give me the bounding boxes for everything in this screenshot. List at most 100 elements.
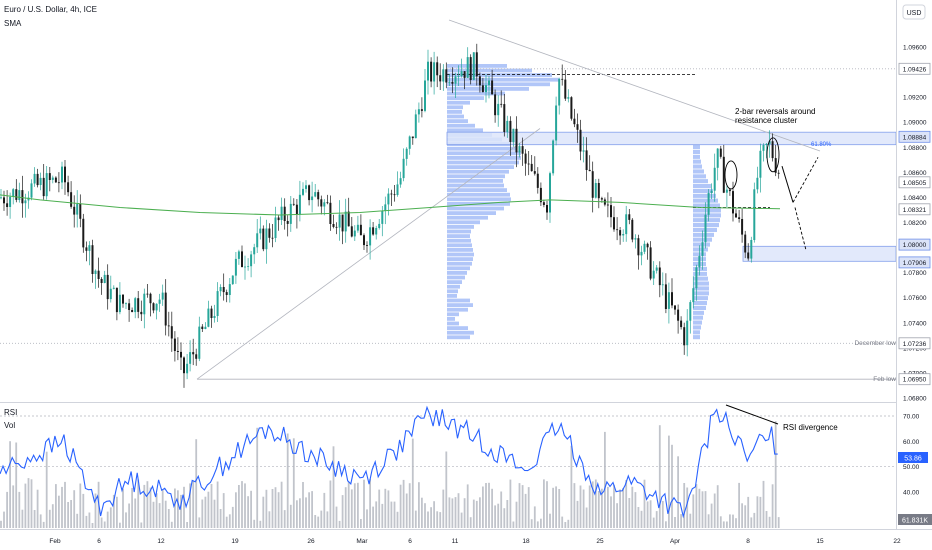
volume-profile-bar [447,317,455,321]
time-tick-label: 18 [522,538,530,545]
volume-value-badge [898,514,932,525]
volume-bar [479,497,481,528]
volume-bar [750,517,753,528]
volume-bar [326,511,329,528]
price-label: 1.08321 [903,207,927,214]
volume-profile-bar [447,307,468,312]
candle-body [466,57,469,78]
volume-bar [244,483,246,528]
volume-profile-bar [693,179,708,184]
candle-body [628,214,631,220]
annotation-line-1: 2-bar reversals around [735,107,815,116]
volume-bar [463,498,466,528]
volume-profile-bar [447,73,552,77]
candle-body [564,79,567,99]
candle-body [494,94,497,116]
candle-body [222,287,225,293]
volume-profile-bar [447,114,464,119]
volume-bar [622,488,625,528]
candle-body [158,299,161,304]
volume-bar [259,520,262,528]
candle-body [6,203,9,207]
volume-bar [414,510,417,528]
projection-arrow [781,165,794,203]
candle-body [634,238,637,240]
volume-profile-bar [447,335,470,340]
time-axis[interactable]: Feb 6 12 19 26 Mar 6 11 18 25 Apr 8 15 22 [49,538,901,545]
candle-body [33,173,36,184]
volume-profile [447,64,721,340]
volume-bar [253,519,256,528]
volume-bar [183,486,185,528]
volume-profile-bar [447,188,507,192]
candle-body [741,219,744,235]
candle-body [320,199,323,207]
volume-profile-bar [693,291,709,296]
volume-bar [601,488,603,528]
volume-bar [582,489,585,528]
volume-bar [747,496,750,528]
volume-bar [6,491,8,528]
price-tick-label: 1.08200 [903,220,927,227]
candle-body [573,118,576,125]
annotation-line-2: resistance cluster [735,116,798,125]
volume-profile-bar [693,169,704,174]
volume-bar [549,513,551,528]
volume-bar [299,498,301,528]
candle-body [387,193,390,205]
volume-profile-bar [693,330,700,335]
rsi-tick-label: 70.00 [903,414,920,421]
volume-bar [235,492,237,528]
volume-bar [628,498,631,528]
candle-body [533,171,536,174]
candle-body [103,274,106,283]
candle-body [85,247,88,251]
candle-body [176,351,179,352]
candle-body [216,291,219,316]
volume-bar [555,486,557,528]
candle-body [408,136,411,149]
price-label: 1.08884 [903,134,927,141]
rsi-axis[interactable]: 40.00 50.00 60.00 70.00 [903,414,920,497]
volume-value: 61.831K [902,518,928,525]
candles [0,43,780,388]
currency-badge[interactable] [902,4,926,20]
volume-bar [771,484,774,528]
volume-bar [369,479,371,528]
volume-bar [15,442,18,528]
price-label-box [898,256,931,269]
candle-body [463,71,466,78]
volume-bar [686,487,689,528]
volume-bar [768,516,771,528]
volume-bar [619,489,621,528]
candle-body [637,238,640,256]
candle-body [271,237,274,239]
volume-bar [335,506,338,528]
volume-bar [677,456,679,528]
candle-body [512,128,515,143]
volume-bar [411,438,414,528]
volume-bar [201,499,204,528]
candle-body [198,326,201,359]
candle-body [51,177,54,180]
volume-bar [137,479,140,528]
time-tick-label: Mar [356,538,368,545]
volume-bar [91,523,94,528]
volume-bar [533,506,536,528]
time-tick-label: Apr [670,538,681,545]
candle-body [79,204,82,219]
volume-bar [777,517,780,528]
volume-profile-bar [693,310,704,315]
reversal-ellipse-2 [766,137,780,173]
candle-body [155,303,158,311]
candle-body [30,183,33,198]
volume-bar [109,507,112,528]
candle-body [497,103,500,116]
candle-body [774,158,777,173]
candle-body [228,284,231,295]
volume-bar [573,483,576,528]
volume-bar [45,451,48,528]
price-label-box [898,337,931,350]
candle-body [186,363,189,374]
